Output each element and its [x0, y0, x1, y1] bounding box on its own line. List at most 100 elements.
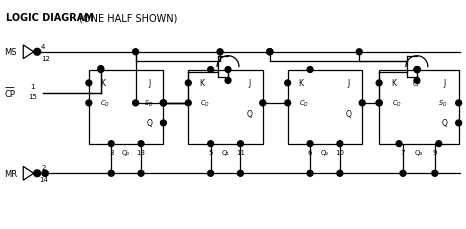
- Text: $S_D$: $S_D$: [438, 98, 447, 109]
- Circle shape: [307, 141, 313, 147]
- Circle shape: [285, 81, 291, 87]
- Circle shape: [414, 67, 420, 73]
- Circle shape: [285, 101, 291, 106]
- Circle shape: [138, 141, 144, 147]
- Circle shape: [108, 141, 114, 147]
- Text: 10: 10: [336, 149, 344, 155]
- Text: Q₃: Q₃: [415, 149, 423, 155]
- Circle shape: [260, 101, 266, 106]
- Text: MS: MS: [4, 48, 17, 57]
- Text: 9: 9: [432, 149, 437, 155]
- Text: $C_D$: $C_D$: [299, 98, 309, 109]
- Circle shape: [34, 49, 41, 56]
- Text: 4: 4: [41, 44, 46, 50]
- Circle shape: [160, 101, 166, 106]
- Text: $C_D$: $C_D$: [392, 98, 402, 109]
- Text: Q₂: Q₂: [321, 149, 329, 155]
- Text: $S_D$: $S_D$: [144, 98, 153, 109]
- Text: 2: 2: [41, 165, 46, 171]
- Circle shape: [267, 50, 273, 55]
- Text: 6: 6: [308, 149, 312, 155]
- Circle shape: [376, 101, 382, 106]
- Circle shape: [108, 171, 114, 177]
- Circle shape: [359, 101, 365, 106]
- Circle shape: [238, 171, 243, 177]
- Bar: [379, 70, 459, 144]
- Text: J: J: [443, 79, 445, 88]
- Circle shape: [337, 171, 343, 177]
- Bar: [288, 70, 362, 144]
- Circle shape: [133, 50, 138, 55]
- Text: K: K: [199, 79, 204, 88]
- Text: $C_D$: $C_D$: [200, 98, 210, 109]
- Circle shape: [217, 50, 223, 55]
- Text: 15: 15: [28, 94, 37, 100]
- Circle shape: [414, 67, 420, 73]
- Circle shape: [98, 66, 104, 72]
- Text: 13: 13: [137, 149, 145, 155]
- Text: J: J: [248, 79, 251, 88]
- Text: MR: MR: [4, 169, 18, 178]
- Text: Q: Q: [441, 119, 447, 128]
- Text: 11: 11: [236, 149, 245, 155]
- Circle shape: [160, 120, 166, 126]
- Text: (ONE HALF SHOWN): (ONE HALF SHOWN): [76, 13, 178, 23]
- Circle shape: [225, 78, 231, 84]
- Circle shape: [42, 171, 48, 177]
- Circle shape: [185, 81, 191, 87]
- Circle shape: [376, 101, 382, 106]
- Text: Q: Q: [346, 110, 352, 119]
- Text: CP: CP: [4, 89, 15, 98]
- Circle shape: [267, 50, 273, 55]
- Circle shape: [138, 171, 144, 177]
- Text: 14: 14: [39, 176, 48, 183]
- Circle shape: [225, 67, 231, 73]
- Text: K: K: [100, 79, 105, 88]
- Text: J: J: [149, 79, 151, 88]
- Text: CP: CP: [413, 81, 421, 87]
- Circle shape: [307, 171, 313, 177]
- Text: K: K: [299, 79, 303, 88]
- Text: —: —: [4, 82, 14, 92]
- Circle shape: [185, 101, 191, 106]
- Circle shape: [436, 141, 442, 147]
- Text: Q: Q: [147, 119, 153, 128]
- Circle shape: [208, 67, 213, 73]
- Circle shape: [267, 50, 273, 55]
- Circle shape: [238, 141, 243, 147]
- Circle shape: [376, 81, 382, 87]
- Text: Q₁: Q₁: [221, 149, 230, 155]
- Circle shape: [414, 67, 420, 73]
- Text: 7: 7: [401, 149, 405, 155]
- Text: Q₀: Q₀: [122, 149, 130, 155]
- Text: 3: 3: [109, 149, 114, 155]
- Text: 5: 5: [208, 149, 213, 155]
- Text: 1: 1: [30, 84, 34, 90]
- Bar: [188, 70, 263, 144]
- Text: $C_D$: $C_D$: [100, 98, 110, 109]
- Circle shape: [86, 81, 92, 87]
- Circle shape: [337, 141, 343, 147]
- Circle shape: [34, 170, 41, 177]
- Circle shape: [414, 78, 420, 84]
- Circle shape: [396, 141, 402, 147]
- Circle shape: [208, 171, 213, 177]
- Text: LOGIC DIAGRAM: LOGIC DIAGRAM: [7, 13, 94, 23]
- Circle shape: [432, 171, 438, 177]
- Circle shape: [307, 67, 313, 73]
- Circle shape: [160, 101, 166, 106]
- Circle shape: [86, 101, 92, 106]
- Circle shape: [98, 67, 104, 73]
- Circle shape: [133, 101, 138, 106]
- Circle shape: [208, 141, 213, 147]
- Circle shape: [356, 50, 362, 55]
- Bar: [89, 70, 164, 144]
- Circle shape: [456, 120, 462, 126]
- Circle shape: [400, 171, 406, 177]
- Text: Q: Q: [247, 110, 253, 119]
- Text: J: J: [348, 79, 350, 88]
- Circle shape: [456, 101, 462, 106]
- Circle shape: [42, 171, 48, 177]
- Circle shape: [160, 101, 166, 106]
- Text: 12: 12: [41, 55, 50, 61]
